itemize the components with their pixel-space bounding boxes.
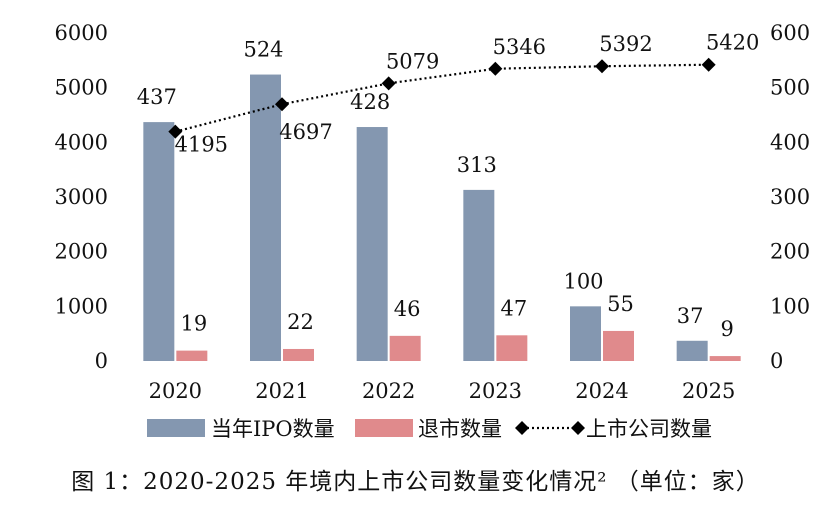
data-label-ipo: 428 [350, 90, 390, 114]
data-label-ipo: 100 [563, 269, 603, 293]
data-label-ipo: 37 [677, 304, 704, 328]
data-label-delisting: 47 [500, 296, 527, 320]
legend-label-listed: 上市公司数量 [586, 417, 712, 441]
data-label-delisting: 55 [607, 292, 634, 316]
data-label-delisting: 46 [394, 297, 421, 321]
data-label-listed: 4195 [175, 133, 228, 157]
data-label-delisting: 9 [720, 317, 733, 341]
right-tick-label: 0 [770, 349, 783, 373]
data-label-ipo: 437 [137, 85, 177, 109]
line-marker [381, 76, 396, 91]
x-tick-label: 2023 [469, 379, 522, 403]
bar-delisting [389, 335, 421, 361]
legend-swatch-delisting [355, 419, 413, 437]
data-label-delisting: 19 [180, 312, 207, 336]
legend-label-ipo: 当年IPO数量 [211, 417, 335, 441]
x-tick-label: 2020 [149, 379, 202, 403]
bar-series [143, 74, 741, 362]
legend-marker [515, 421, 529, 435]
right-tick-label: 400 [770, 130, 810, 154]
data-label-ipo: 313 [457, 153, 497, 177]
bar-ipo [250, 74, 281, 362]
data-label-listed: 5392 [599, 32, 652, 56]
bar-delisting [603, 330, 634, 361]
bar-ipo [570, 306, 601, 361]
data-label-ipo: 524 [243, 38, 283, 62]
legend-marker [571, 421, 585, 435]
left-tick-label: 0 [95, 349, 108, 373]
x-tick-label: 2022 [362, 379, 415, 403]
line-marker [488, 61, 503, 76]
bar-delisting [176, 350, 208, 361]
line-marker [168, 124, 183, 139]
data-label-listed: 5346 [493, 35, 546, 59]
bar-ipo [143, 122, 175, 362]
right-tick-label: 200 [770, 240, 810, 264]
right-tick-label: 500 [770, 76, 810, 100]
left-tick-label: 2000 [55, 240, 108, 264]
data-label-listed: 5420 [706, 31, 759, 55]
bar-delisting [283, 348, 314, 361]
right-axis-ticks: 0 100 200 300 400 500 600 [770, 21, 810, 373]
line-marker [595, 59, 609, 74]
line-marker [701, 57, 716, 72]
data-label-listed: 4697 [279, 120, 332, 144]
left-tick-label: 3000 [55, 185, 108, 209]
right-tick-label: 300 [770, 185, 810, 209]
x-tick-label: 2025 [682, 379, 735, 403]
line-marker [275, 97, 289, 112]
x-tick-label: 2024 [575, 379, 628, 403]
legend-label-delisting: 退市数量 [418, 417, 502, 441]
bar-delisting [709, 356, 741, 361]
bar-ipo [463, 189, 495, 361]
right-tick-label: 600 [770, 21, 810, 45]
line-series [168, 57, 716, 139]
bar-ipo [676, 340, 708, 361]
legend-swatch-ipo [147, 419, 205, 437]
line-listed-companies [175, 63, 709, 133]
figure-caption: 图 1：2020-2025 年境内上市公司数量变化情况² （单位：家） [71, 469, 760, 495]
data-label-listed: 5079 [386, 49, 439, 73]
left-axis-ticks: 0 1000 2000 3000 4000 5000 6000 [55, 21, 108, 373]
left-tick-label: 1000 [55, 294, 108, 318]
x-tick-label: 2021 [255, 379, 308, 403]
left-tick-label: 5000 [55, 76, 108, 100]
bar-delisting [496, 335, 528, 361]
left-tick-label: 6000 [55, 21, 108, 45]
data-label-delisting: 22 [287, 310, 314, 334]
x-axis-ticks: 2020 2021 2022 2023 2024 2025 [149, 379, 736, 403]
bar-ipo [356, 127, 388, 361]
legend: 当年IPO数量 退市数量 上市公司数量 [147, 417, 712, 441]
right-tick-label: 100 [770, 294, 810, 318]
left-tick-label: 4000 [55, 130, 108, 154]
